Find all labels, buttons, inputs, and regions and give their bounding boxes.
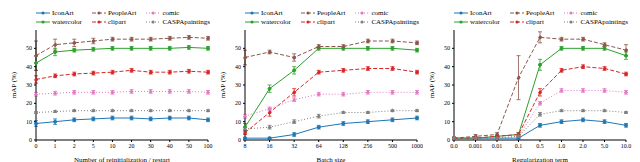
svg-text:50: 50: [444, 45, 450, 51]
html-text:IconArt: IconArt: [261, 8, 283, 17]
svg-text:20: 20: [444, 100, 450, 106]
svg-text:10: 10: [235, 119, 241, 125]
html-text:IconArt: IconArt: [470, 8, 492, 17]
svg-text:0: 0: [238, 137, 241, 143]
svg-text:1.0: 1.0: [558, 143, 566, 149]
svg-text:30: 30: [148, 143, 154, 149]
html-text:CASPApaintings: CASPApaintings: [371, 17, 419, 26]
svg-text:30: 30: [444, 82, 450, 88]
html-text:IconArt: IconArt: [52, 8, 74, 17]
html-text:watercolor: watercolor: [470, 17, 500, 26]
svg-text:10: 10: [444, 119, 450, 125]
svg-text:20: 20: [26, 100, 32, 106]
html-text:comic: comic: [371, 8, 389, 17]
svg-text:1: 1: [54, 143, 57, 149]
svg-text:Regularization term: Regularization term: [512, 156, 568, 162]
svg-text:100: 100: [204, 143, 213, 149]
svg-text:1000: 1000: [411, 143, 423, 149]
svg-text:5: 5: [92, 143, 95, 149]
svg-text:128: 128: [339, 143, 348, 149]
svg-text:2: 2: [73, 143, 76, 149]
html-text:watercolor: watercolor: [52, 17, 82, 26]
svg-text:40: 40: [235, 64, 241, 70]
html-text:CASPApaintings: CASPApaintings: [162, 17, 210, 26]
svg-text:256: 256: [363, 143, 372, 149]
svg-text:500: 500: [388, 143, 397, 149]
svg-text:0.0: 0.0: [450, 143, 458, 149]
svg-text:0.01: 0.01: [492, 143, 503, 149]
svg-text:0: 0: [29, 137, 32, 143]
svg-text:0: 0: [447, 137, 450, 143]
svg-text:Number of reinitialization / r: Number of reinitialization / restart: [74, 156, 170, 162]
svg-text:mAP (%): mAP (%): [428, 71, 436, 98]
html-text:CASPApaintings: CASPApaintings: [580, 17, 628, 26]
svg-text:40: 40: [167, 143, 173, 149]
svg-text:Batch size: Batch size: [317, 156, 346, 162]
svg-text:mAP (%): mAP (%): [10, 71, 18, 98]
svg-text:5.0: 5.0: [601, 143, 609, 149]
svg-text:10: 10: [109, 143, 115, 149]
svg-text:10.0: 10.0: [621, 143, 632, 149]
html-text:clipart: clipart: [108, 17, 126, 26]
html-text:PeopleArt: PeopleArt: [108, 8, 137, 17]
svg-text:50: 50: [186, 143, 192, 149]
svg-text:64: 64: [316, 143, 322, 149]
svg-text:40: 40: [26, 64, 32, 70]
svg-text:20: 20: [235, 100, 241, 106]
svg-text:10: 10: [26, 119, 32, 125]
html-text:comic: comic: [580, 8, 598, 17]
svg-text:50: 50: [235, 45, 241, 51]
svg-text:0: 0: [35, 143, 38, 149]
svg-text:30: 30: [26, 82, 32, 88]
html-text:comic: comic: [162, 8, 180, 17]
svg-text:8: 8: [244, 143, 247, 149]
html-text:PeopleArt: PeopleArt: [526, 8, 555, 17]
svg-text:2.0: 2.0: [579, 143, 587, 149]
html-text:clipart: clipart: [526, 17, 544, 26]
svg-text:0.1: 0.1: [515, 143, 523, 149]
svg-text:mAP (%): mAP (%): [219, 71, 227, 98]
svg-text:16: 16: [267, 143, 273, 149]
svg-text:32: 32: [291, 143, 297, 149]
html-text:watercolor: watercolor: [261, 17, 291, 26]
html-text:PeopleArt: PeopleArt: [317, 8, 346, 17]
svg-text:20: 20: [129, 143, 135, 149]
html-text:clipart: clipart: [317, 17, 335, 26]
svg-text:50: 50: [26, 45, 32, 51]
svg-text:40: 40: [444, 64, 450, 70]
svg-text:30: 30: [235, 82, 241, 88]
svg-text:0.5: 0.5: [536, 143, 544, 149]
svg-text:0.001: 0.001: [469, 143, 483, 149]
